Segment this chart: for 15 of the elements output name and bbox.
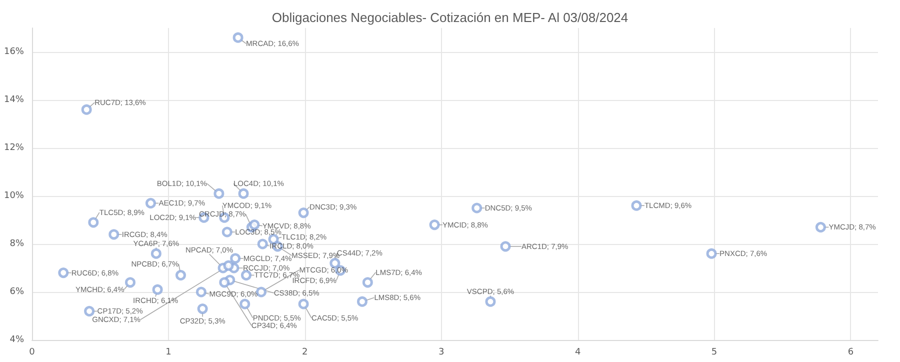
- y-tick-label: 14%: [4, 95, 24, 105]
- y-tick-label: 10%: [4, 191, 24, 201]
- y-tick-label: 12%: [4, 143, 24, 153]
- chart-title: Obligaciones Negociables- Cotización en MEP- Al 03/08/2024: [272, 10, 628, 25]
- y-tick-label: 4%: [10, 335, 24, 345]
- y-tick-label: 6%: [10, 287, 24, 297]
- x-tick-label: 2: [302, 348, 308, 358]
- x-tick-label: 0: [29, 348, 36, 358]
- x-tick-label: 4: [574, 348, 581, 358]
- x-tick-label: 6: [848, 348, 854, 358]
- y-tick-label: 8%: [10, 239, 24, 249]
- x-tick-label: 1: [166, 348, 172, 358]
- x-tick-label: 5: [711, 348, 718, 358]
- y-tick-label: 16%: [4, 47, 24, 57]
- x-tick-label: 3: [438, 348, 444, 358]
